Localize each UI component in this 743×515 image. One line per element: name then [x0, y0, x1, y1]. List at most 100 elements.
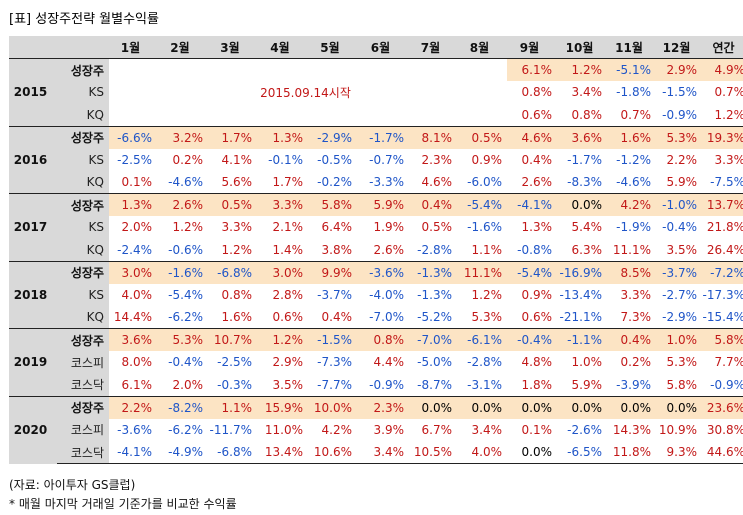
value-cell: 0.0%: [507, 441, 557, 464]
value-cell: 6.3%: [571, 242, 603, 257]
table-row: KS 4.0% -5.4% 0.8% 2.8% -3.7% -4.0% -1.3% 1.2% 0.…: [9, 283, 743, 306]
value-cell: 0.0%: [607, 395, 656, 419]
value-cell: 8.0%: [121, 355, 153, 370]
value-cell: [257, 104, 308, 127]
value-cell: -1.7%: [567, 152, 602, 167]
value-cell: -16.9%: [557, 260, 607, 284]
value-cell: -8.3%: [567, 175, 602, 189]
value-cell: 0.1%: [121, 175, 153, 189]
table-row: 2018 성장주 3.0% -1.6% -6.8% 3.0% 9.9% -3.6% -1.3% 1…: [9, 260, 743, 329]
value-cell: 0.0%: [557, 193, 607, 216]
value-cell: 1.3%: [521, 220, 553, 235]
value-cell: -3.6%: [357, 260, 409, 284]
value-cell: 4.2%: [607, 193, 656, 216]
value-cell: -7.5%: [710, 175, 743, 189]
value-cell: [157, 104, 208, 127]
row-label: KS: [57, 148, 109, 171]
value-cell: -5.1%: [607, 58, 656, 81]
table-row: 2019 성장주 3.6% 5.3% 10.7% 1.2% -1.5% 0.8% -7.0% -6…: [9, 328, 743, 396]
table-row: 코스피 8.0% -0.4% -2.5% 2.9% -7.3% 4.4% -5.0% -2.8%…: [9, 351, 743, 374]
value-cell: -1.9%: [616, 220, 651, 235]
value-cell: -5.4%: [457, 193, 507, 216]
value-cell: 1.2%: [257, 328, 308, 351]
value-cell: -4.6%: [168, 175, 203, 189]
row-label: 성장주: [57, 328, 109, 351]
value-cell: -0.9%: [369, 377, 404, 392]
value-cell: -8.2%: [157, 395, 208, 419]
table-row: KQ -2.4% -0.6% 1.2% 1.4% 3.8% 2.6% -2.8% 1.1% -0.…: [9, 238, 743, 261]
value-cell: 5.3%: [471, 310, 503, 324]
column-header: 4월: [257, 36, 308, 59]
value-cell: -0.4%: [168, 355, 203, 370]
value-cell: 10.6%: [308, 441, 357, 464]
value-cell: -1.6%: [157, 260, 208, 284]
value-cell: 4.9%: [702, 58, 743, 81]
source-note: (자료: 아이투자 GS클럽): [9, 478, 136, 492]
value-cell: 21.8%: [706, 220, 743, 235]
value-cell: -2.9%: [308, 125, 357, 149]
value-cell: 5.3%: [666, 355, 698, 370]
value-cell: -7.3%: [317, 355, 352, 370]
value-cell: [308, 104, 357, 127]
value-cell: -7.2%: [702, 260, 743, 284]
value-cell: 0.9%: [471, 152, 503, 167]
column-header: 2월: [157, 36, 208, 59]
value-cell: 1.7%: [208, 125, 257, 149]
value-cell: 13.7%: [702, 193, 743, 216]
year-group: 2018 성장주 3.0% -1.6% -6.8% 3.0% 9.9% -3.6% -1.3% 1…: [9, 260, 743, 329]
value-cell: 7.3%: [620, 310, 652, 324]
value-cell: -1.5%: [662, 85, 697, 100]
value-cell: 5.8%: [702, 328, 743, 351]
value-cell: 2.2%: [666, 152, 698, 167]
value-cell: -5.4%: [168, 287, 203, 302]
value-cell: 30.8%: [706, 422, 743, 437]
value-cell: 0.5%: [208, 193, 257, 216]
value-cell: 3.8%: [321, 242, 353, 257]
row-label: 성장주: [57, 193, 109, 216]
value-cell: 10.9%: [658, 422, 697, 437]
value-cell: -6.2%: [168, 422, 203, 437]
value-cell: -4.1%: [507, 193, 557, 216]
value-cell: 5.8%: [308, 193, 357, 216]
value-cell: 0.0%: [507, 395, 557, 419]
value-cell: 3.0%: [257, 260, 308, 284]
value-cell: 0.1%: [521, 422, 553, 437]
value-cell: -6.0%: [467, 175, 502, 189]
footnote: * 매월 마지막 거래일 기준가를 비교한 수익률: [9, 497, 237, 511]
value-cell: -3.9%: [616, 377, 651, 392]
value-cell: 0.7%: [714, 85, 743, 100]
value-cell: [208, 104, 257, 127]
column-header: 12월: [656, 36, 702, 59]
value-cell: 11.1%: [612, 242, 651, 257]
value-cell: 0.4%: [607, 328, 656, 351]
value-cell: -3.7%: [317, 287, 352, 302]
value-cell: 10.0%: [308, 395, 357, 419]
value-cell: 2.2%: [109, 395, 157, 419]
value-cell: [409, 58, 457, 81]
value-cell: -1.2%: [616, 152, 651, 167]
header-row: 1월 2월 3월 4월 5월 6월 7월 8월 9월 10월 11월 12월 연간: [9, 36, 743, 59]
value-cell: 1.7%: [272, 175, 304, 189]
table-row: 코스피 -3.6% -6.2% -11.7% 11.0% 4.2% 3.9% 6.7% 3.4%…: [9, 418, 743, 441]
value-cell: 0.0%: [409, 395, 457, 419]
year-label: 2019: [9, 328, 57, 396]
value-cell: -0.9%: [710, 377, 743, 392]
header-blank: [9, 36, 57, 59]
value-cell: -1.0%: [656, 193, 702, 216]
value-cell: 3.3%: [257, 193, 308, 216]
value-cell: 4.0%: [121, 287, 153, 302]
year-group: 2019 성장주 3.6% 5.3% 10.7% 1.2% -1.5% 0.8% -7.0% -6…: [9, 328, 743, 396]
value-cell: 14.4%: [113, 310, 152, 324]
row-label: 성장주: [57, 395, 109, 419]
value-cell: 7.7%: [714, 355, 743, 370]
value-cell: -4.6%: [616, 175, 651, 189]
value-cell: 3.6%: [109, 328, 157, 351]
value-cell: -8.7%: [417, 377, 452, 392]
value-cell: 3.4%: [471, 422, 503, 437]
value-cell: -5.2%: [417, 310, 452, 324]
value-cell: 5.4%: [571, 220, 603, 235]
value-cell: 0.8%: [221, 287, 253, 302]
value-cell: 3.4%: [357, 441, 409, 464]
table-row: 코스닥 6.1% 2.0% -0.3% 3.5% -7.7% -0.9% -8.7% -3.1%…: [9, 373, 743, 396]
value-cell: -11.7%: [209, 422, 252, 437]
